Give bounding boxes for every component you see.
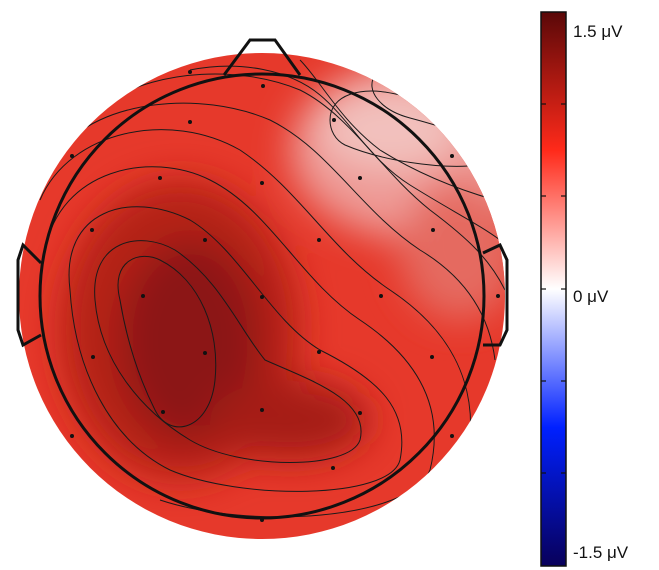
colorbar-min-label: -1.5 μV: [573, 543, 629, 562]
head-outline: [16, 38, 509, 520]
colorbar: [540, 11, 567, 567]
contour-lines: [39, 59, 505, 518]
colorbar-mid-label: 0 μV: [573, 287, 609, 306]
electrode-points: [70, 70, 500, 522]
colorbar-max-label: 1.5 μV: [573, 22, 623, 41]
